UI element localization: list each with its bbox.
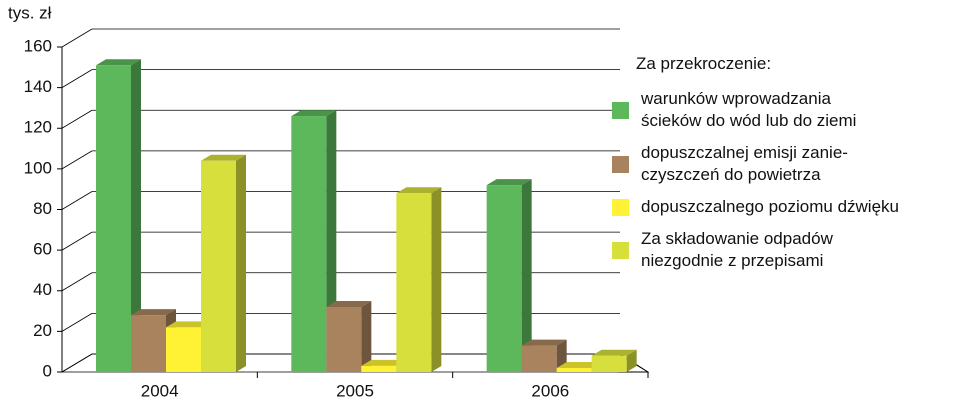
legend-swatch — [612, 155, 629, 173]
bar-top — [591, 349, 637, 356]
bar-front — [326, 307, 362, 372]
legend: Za przekroczenie: warunków wprowadzania … — [612, 54, 952, 282]
bar-top — [486, 179, 532, 186]
bar-top — [96, 59, 141, 66]
bar-top — [291, 110, 337, 117]
legend-item: Za składowanie odpadów niezgodnie z prze… — [612, 228, 952, 272]
y-tick-label: 120 — [24, 118, 52, 137]
bar-side — [236, 154, 246, 372]
grid-side — [61, 69, 93, 88]
grid-side — [61, 272, 93, 292]
bar — [326, 301, 372, 372]
bar-top — [201, 154, 246, 161]
bar-front — [131, 315, 166, 372]
grid-side — [61, 353, 93, 373]
bar-top — [326, 301, 372, 307]
bar-side — [431, 187, 442, 372]
bar-front — [556, 367, 592, 372]
y-axis-label: tys. zł — [8, 3, 52, 22]
y-tick-label: 160 — [24, 36, 52, 55]
bar — [591, 349, 637, 372]
bar — [486, 179, 532, 372]
bar-top — [396, 187, 442, 194]
grid-side — [61, 191, 93, 210]
bar-front — [96, 65, 131, 372]
bar — [201, 154, 246, 372]
bar — [96, 59, 141, 372]
x-tick-label: 2005 — [336, 381, 374, 400]
bar-front — [486, 185, 522, 372]
bar-top — [166, 321, 211, 328]
legend-item: dopuszczalnego poziomu dźwięku — [612, 196, 952, 218]
bar-front — [591, 355, 627, 372]
bar-side — [361, 301, 372, 372]
bar-top — [521, 339, 567, 346]
legend-title: Za przekroczenie: — [636, 54, 772, 73]
y-tick-label: 60 — [33, 240, 52, 259]
y-tick-label: 100 — [24, 158, 52, 177]
grid-side — [61, 150, 93, 170]
legend-swatch — [612, 198, 629, 216]
bar-front — [361, 365, 397, 372]
bar — [396, 187, 442, 372]
bar-front — [166, 327, 201, 372]
grid-side — [61, 28, 93, 48]
legend-swatch — [612, 241, 629, 259]
grid-side — [61, 313, 93, 332]
bar-top — [556, 361, 602, 368]
bar-top — [131, 309, 176, 316]
bar-front — [291, 116, 327, 372]
x-tick-label: 2006 — [531, 381, 569, 400]
bar-side — [521, 179, 532, 372]
bar-front — [396, 193, 432, 372]
y-tick-label: 0 — [43, 361, 52, 380]
legend-label: dopuszczalnego poziomu dźwięku — [641, 197, 899, 216]
y-tick-label: 20 — [33, 321, 52, 340]
bar-side — [131, 59, 141, 372]
bar-front — [521, 345, 557, 372]
grid-side — [61, 231, 93, 251]
legend-label: warunków wprowadzania ścieków do wód lub… — [641, 89, 857, 130]
legend-item: warunków wprowadzania ścieków do wód lub… — [612, 88, 952, 132]
bar-side — [626, 349, 637, 372]
y-tick-label: 80 — [33, 199, 52, 218]
bar-front — [201, 160, 236, 372]
legend-label: dopuszczalnej emisji zanie- czyszczeń do… — [641, 143, 848, 184]
grid-side — [61, 109, 93, 129]
bar-top — [361, 359, 407, 366]
legend-label: Za składowanie odpadów niezgodnie z prze… — [641, 229, 833, 270]
legend-swatch — [612, 101, 629, 119]
y-tick-label: 40 — [33, 280, 52, 299]
legend-item: dopuszczalnej emisji zanie- czyszczeń do… — [612, 142, 952, 186]
x-tick-label: 2004 — [141, 381, 179, 400]
y-tick-label: 140 — [24, 77, 52, 96]
